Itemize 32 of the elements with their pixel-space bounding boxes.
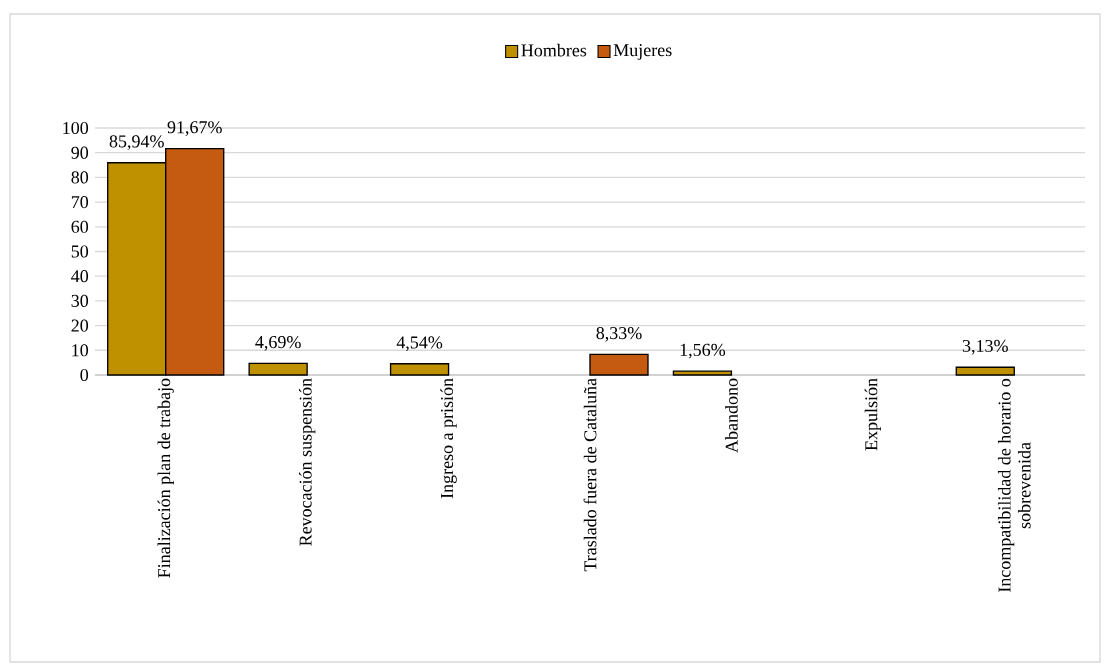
x-tick-label: Incompatibilidad de horario o sobrevenida: [997, 378, 1031, 592]
legend-label: Mujeres: [613, 44, 672, 60]
x-tick-label: Ingreso a prisión: [440, 378, 457, 499]
data-label: 8,33%: [596, 327, 642, 342]
y-tick-label: 40: [71, 270, 89, 283]
bar: [248, 362, 308, 376]
x-tick-label: Finalización plan de trabajo: [157, 378, 174, 578]
data-label: 91,67%: [167, 121, 222, 136]
x-tick-label: Traslado fuera de Cataluña: [583, 378, 597, 572]
bar: [389, 363, 450, 376]
y-tick-label: 60: [71, 220, 89, 233]
data-label: 3,13%: [962, 339, 1008, 355]
bar: [672, 370, 733, 376]
y-tick-label: 20: [71, 319, 89, 332]
bar: [589, 353, 649, 376]
data-label: 85,94%: [109, 135, 164, 151]
x-tick-label: Abandono: [725, 378, 738, 453]
data-label: 4,69%: [255, 335, 301, 351]
y-tick-label: 0: [80, 368, 89, 382]
y-tick-label: 100: [63, 121, 89, 135]
x-tick-label: Revocación suspensión: [298, 378, 316, 546]
legend-label: Hombres: [521, 43, 587, 57]
bar: [955, 366, 1015, 376]
y-tick-label: 10: [72, 344, 89, 357]
y-tick-label: 30: [71, 294, 89, 307]
y-tick-label: 50: [71, 245, 89, 258]
y-tick-label: 80: [71, 171, 89, 184]
y-tick-label: 90: [71, 146, 89, 159]
data-label: 1,56%: [680, 343, 726, 359]
data-label: 4,54%: [396, 336, 443, 352]
x-tick-label: Expulsión: [864, 378, 882, 451]
y-tick-label: 70: [71, 196, 89, 209]
